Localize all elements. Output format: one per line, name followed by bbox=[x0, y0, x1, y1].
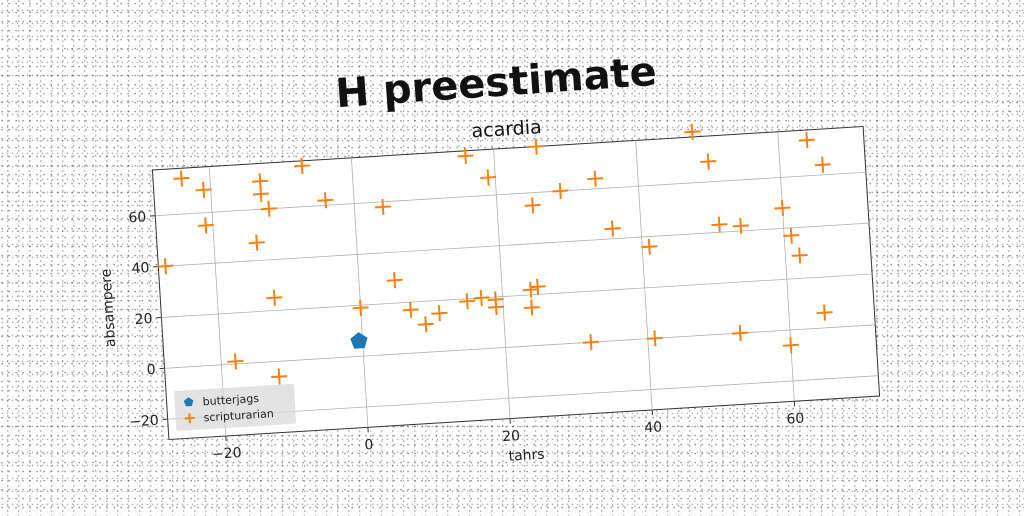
y-tick-label: −20 bbox=[129, 413, 159, 431]
x-tick-label: 0 bbox=[364, 437, 374, 454]
y-tick-label: 20 bbox=[134, 311, 153, 328]
x-tick-label: −20 bbox=[212, 445, 242, 463]
y-axis-label: absampere bbox=[98, 268, 119, 347]
y-tick-label: 40 bbox=[131, 260, 150, 277]
legend-box bbox=[174, 384, 296, 431]
y-tick-label: 0 bbox=[146, 362, 156, 379]
chart-subtitle: acardia bbox=[471, 116, 542, 142]
x-tick-label: 60 bbox=[786, 411, 805, 428]
x-tick-label: 20 bbox=[502, 428, 521, 445]
x-tick-label: 40 bbox=[644, 419, 663, 436]
chart-title: H preestimate bbox=[334, 49, 658, 117]
x-axis-label: tahrs bbox=[508, 447, 545, 465]
y-tick-label: 60 bbox=[128, 209, 147, 226]
